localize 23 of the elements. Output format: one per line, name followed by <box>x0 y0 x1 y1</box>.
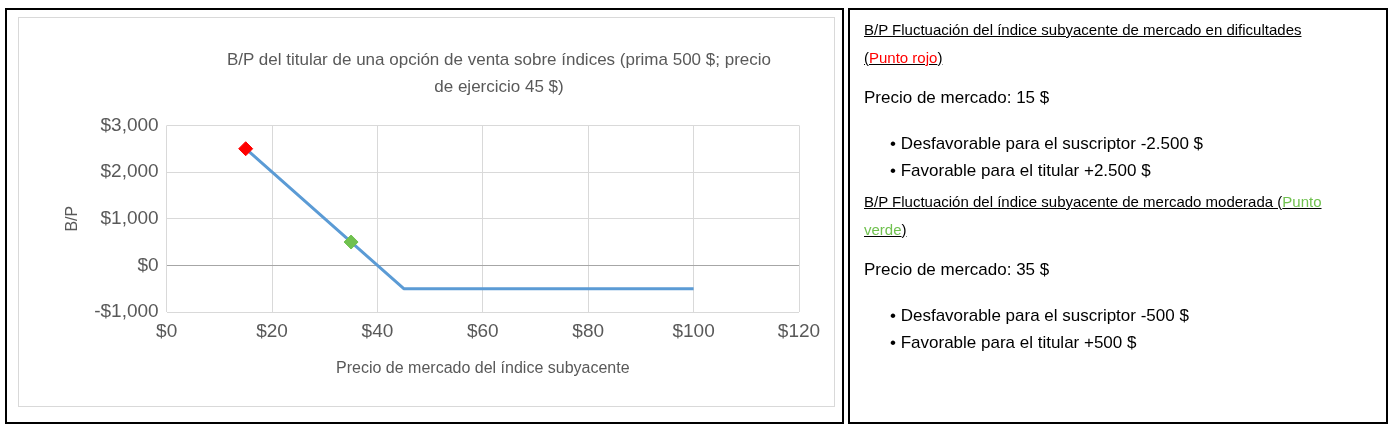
y-tick-label: $0 <box>137 253 159 275</box>
y-axis-title: B/P <box>63 205 81 232</box>
x-tick-label: $100 <box>672 319 715 341</box>
y-tick-label: $3,000 <box>100 113 159 135</box>
text: • Desfavorable para el suscriptor -500 $ <box>890 305 1190 327</box>
x-tick-label: $120 <box>777 319 821 341</box>
text: Precio de mercado: 35 $ <box>864 260 1051 280</box>
y-tick-label: $1,000 <box>100 206 159 228</box>
x-tick-label: $20 <box>256 319 288 341</box>
text: B/P Fluctuación del índice subyacente de mercado moderada (Punto verde) <box>864 193 1322 238</box>
y-tick-label: $2,000 <box>100 160 159 182</box>
text: B/P Fluctuación del índice subyacente de mercado en dificultades (Punto rojo) <box>864 20 1303 68</box>
x-tick-label: $60 <box>466 319 499 341</box>
x-axis-title: Precio de mercado del índice subyacente <box>336 358 630 376</box>
chart-title: B/P del titular de una opción de venta sobre índices (prima 500 $; precio de ejercicio 45 $) <box>226 49 772 98</box>
y-tick-label: -$1,000 <box>94 300 159 322</box>
text: Precio de mercado: 15 $ <box>864 88 1051 108</box>
x-tick-label: $40 <box>361 319 394 341</box>
text: • Desfavorable para el suscriptor -2.500 $ <box>890 133 1205 155</box>
x-tick-label: $80 <box>572 319 605 341</box>
text: • Favorable para el titular +500 $ <box>890 332 1138 354</box>
text: • Favorable para el titular +2.500 $ <box>890 160 1152 182</box>
x-tick-label: $0 <box>156 319 178 341</box>
